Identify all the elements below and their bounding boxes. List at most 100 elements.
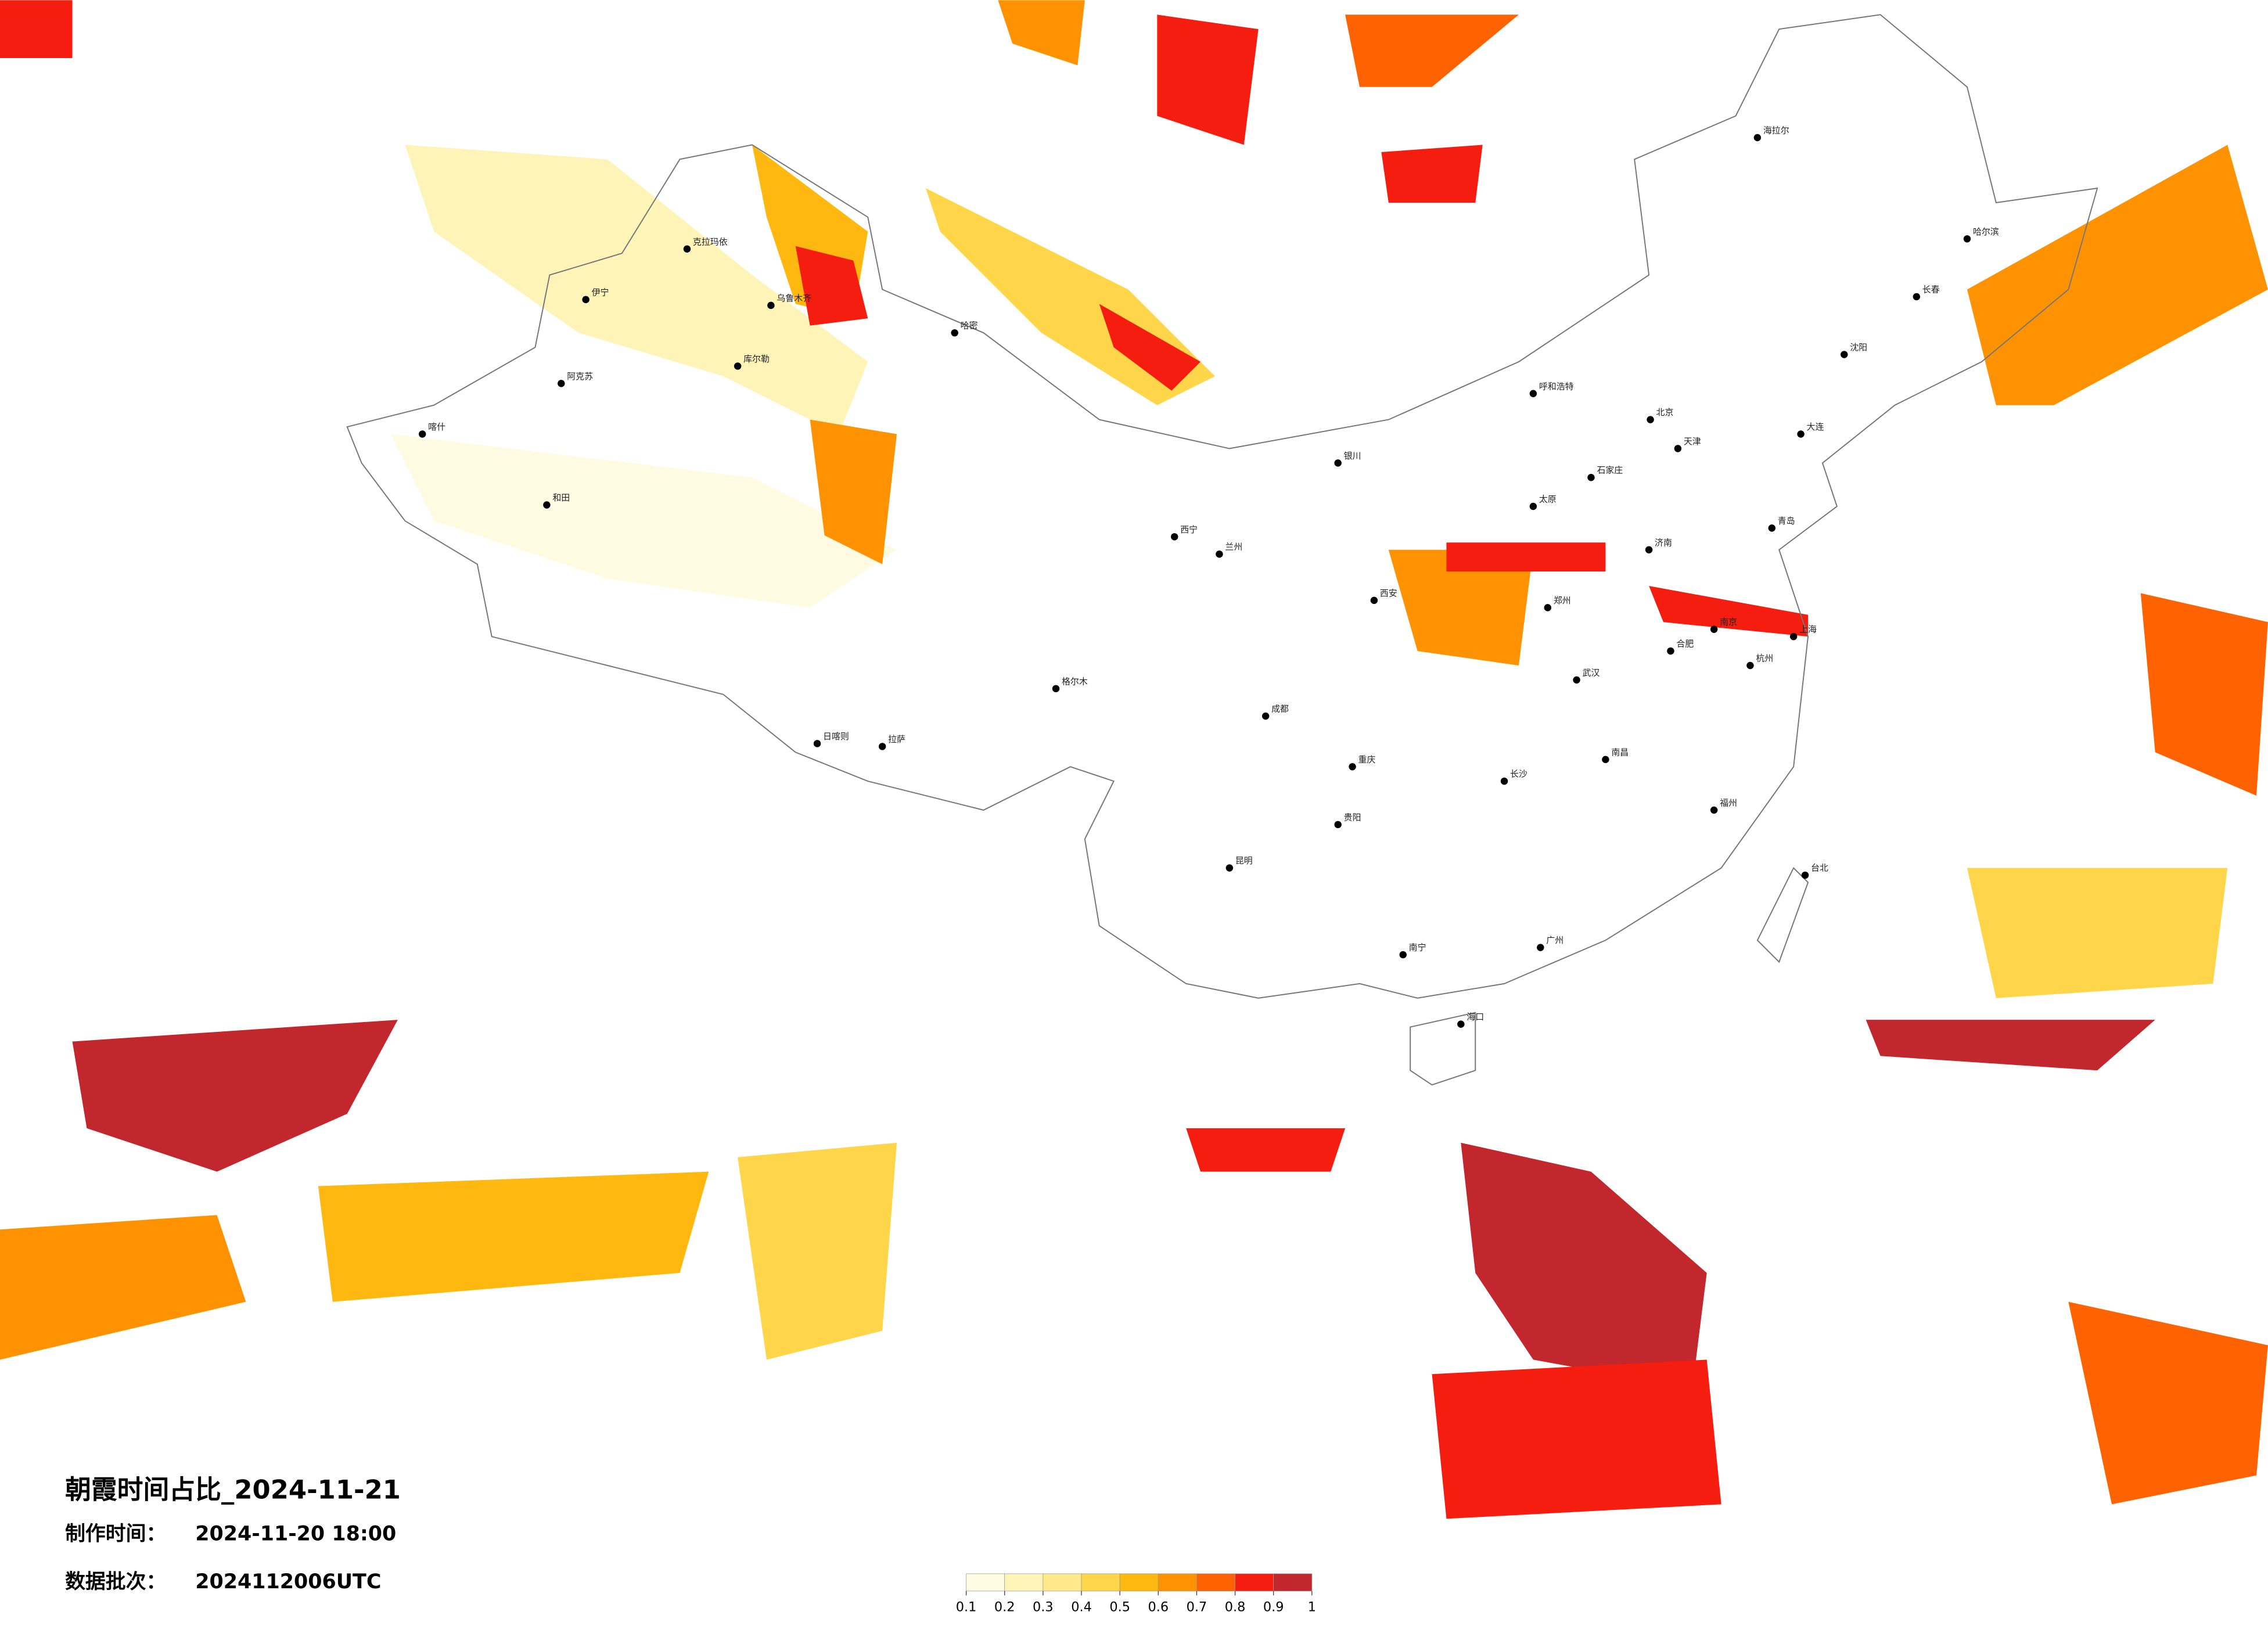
city-dot [1602,756,1609,764]
city-label: 武汉 [1583,667,1600,678]
city-label: 台北 [1811,863,1828,873]
city-dot [1052,685,1060,693]
colorbar-tick-label: 0.8 [1225,1600,1246,1615]
city-dot [1753,134,1762,142]
colorbar-tick-label: 0.6 [1148,1600,1169,1615]
city-dot [1710,806,1718,814]
region [1866,1020,2155,1071]
city-dot [1963,235,1971,243]
city-label: 哈密 [961,321,978,331]
city-dot [1537,944,1544,951]
colorbar-segment [1004,1573,1044,1592]
city-label: 杭州 [1756,653,1773,664]
color-regions [0,0,2268,1519]
region [405,145,868,434]
city-label: 南昌 [1611,747,1629,757]
city-label: 阿克苏 [567,371,593,382]
city-label: 海拉尔 [1763,125,1789,135]
city-dot [878,743,886,750]
city-dot [1399,951,1407,959]
city-dot [1913,293,1921,301]
city-label: 贵阳 [1344,812,1361,822]
city-dot [1370,596,1378,605]
city-label: 沈阳 [1850,342,1867,352]
city-dot [1674,445,1682,452]
region [1446,542,1606,572]
region [810,419,897,564]
city-dot [1801,871,1809,879]
taiwan-outline [1756,866,1809,963]
city-dot [1667,647,1674,655]
city-dot [1261,712,1270,720]
city-label: 成都 [1271,704,1289,714]
colorbar-tick-label: 0.9 [1263,1600,1284,1615]
city-dot [1746,661,1754,670]
region [0,0,73,58]
city-dot [1647,416,1654,423]
city-dot [1225,864,1234,872]
city-dot [1500,777,1508,785]
city-dot [543,501,551,509]
city-label: 拉萨 [888,734,905,744]
region [1381,145,1483,203]
city-label: 上海 [1799,624,1817,635]
colorbar: 0.1 0.2 0.3 0.4 0.5 0.6 0.7 0.8 0.9 1 [956,1573,1316,1615]
city-dot [1797,430,1805,438]
city-dot [1216,550,1223,558]
batch-label: 数据批次： [65,1570,166,1593]
city-dot [558,380,565,387]
region [1099,304,1201,391]
city-dot [767,301,775,310]
region [1649,586,1809,637]
city-label: 青岛 [1778,516,1795,526]
colorbar-tick-label: 0.5 [1109,1600,1130,1615]
city-dot [1710,625,1718,633]
region [1186,1128,1346,1172]
made-time-label: 制作时间： [65,1523,166,1546]
colorbar-segment [966,1573,1005,1592]
city-dot [951,329,958,337]
city-label: 天津 [1684,436,1701,447]
city-label: 克拉玛依 [693,236,728,247]
city-label: 重庆 [1358,754,1376,765]
city-label: 太原 [1539,494,1557,505]
city-label: 西宁 [1180,524,1198,535]
city-dot [1529,390,1537,398]
made-time-value: 2024-11-20 18:00 [195,1523,396,1546]
colorbar-segment [1158,1573,1197,1592]
city-label: 石家庄 [1597,465,1623,476]
city-label: 银川 [1344,451,1361,461]
region [1157,15,1259,145]
city-label: 西安 [1380,588,1397,598]
city-label: 南宁 [1409,942,1426,953]
region [1345,15,1519,87]
colorbar-segment [1043,1573,1082,1592]
colorbar-segment [1273,1573,1313,1592]
city-dot [1349,763,1356,771]
city-dot [1334,459,1342,467]
region [1967,145,2268,405]
city-label: 长春 [1922,284,1940,294]
city-dot [582,296,590,304]
city-dot [1334,821,1342,829]
city-label: 南京 [1720,617,1737,627]
city-label: 济南 [1655,537,1672,548]
city-dot [1789,632,1798,641]
hainan-outline [1410,1012,1476,1086]
city-label: 郑州 [1554,595,1571,606]
region [390,434,897,608]
title: 朝霞时间占比_2024-11-21 [65,1474,401,1505]
city-dot [1544,604,1551,611]
region [318,1171,709,1302]
colorbar-segment [1081,1573,1120,1592]
city-dot [734,362,742,370]
region [795,246,868,326]
colorbar-tick-label: 0.3 [1033,1600,1054,1615]
city-dot [1457,1020,1465,1028]
city-label: 呼和浩特 [1539,381,1574,391]
region [1388,549,1533,665]
region [738,1142,897,1360]
city-label: 格尔木 [1062,676,1088,686]
